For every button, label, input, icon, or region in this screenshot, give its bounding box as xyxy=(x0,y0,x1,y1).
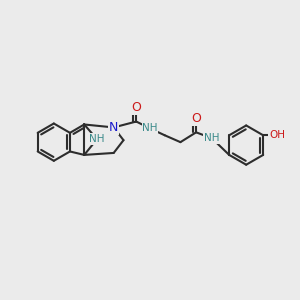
Text: O: O xyxy=(191,112,201,125)
Text: N: N xyxy=(109,121,118,134)
Text: OH: OH xyxy=(269,130,285,140)
Text: NH: NH xyxy=(89,134,105,144)
Text: O: O xyxy=(131,101,141,114)
Text: NH: NH xyxy=(142,123,158,134)
Text: NH: NH xyxy=(204,133,220,143)
